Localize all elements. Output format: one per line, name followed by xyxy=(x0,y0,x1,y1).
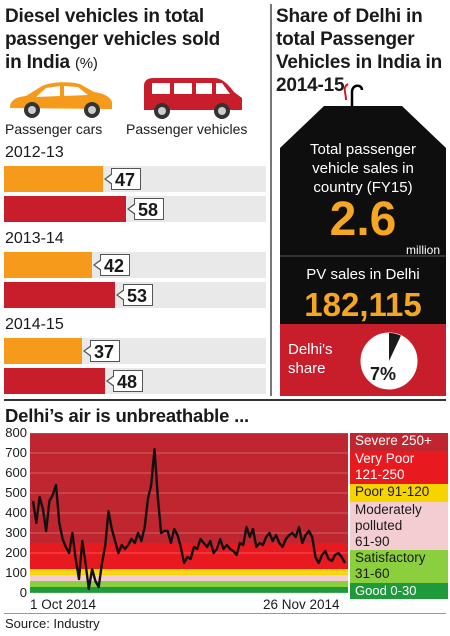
air-quality-plot xyxy=(30,433,348,593)
share-label-line1: Delhi's xyxy=(288,341,333,358)
delhi-sales-value: 182,115 xyxy=(304,286,422,323)
x-end-label: 26 Nov 2014 xyxy=(263,597,340,612)
diesel-title-line2: passenger vehicles sold xyxy=(5,29,221,50)
share-title-line1: Share of Delhi in xyxy=(276,6,423,27)
share-title-line2: total Passenger xyxy=(276,29,415,50)
share-title: Share of Delhi in total Passenger Vehicl… xyxy=(276,5,448,97)
pin-hook-icon xyxy=(343,83,364,108)
bar-value-label: 47 xyxy=(103,168,142,190)
legend-satisfactory-text: Satisfactory xyxy=(355,550,426,565)
band-good xyxy=(30,587,348,593)
y-tick-label: 800 xyxy=(5,425,27,440)
y-tick-label: 400 xyxy=(5,505,27,520)
legend-vehicles-label: Passenger vehicles xyxy=(126,121,248,137)
y-tick-label: 500 xyxy=(5,485,27,500)
passenger-car-icon xyxy=(10,82,112,118)
y-tick-label: 100 xyxy=(5,565,27,580)
legend-satisfactory-range: 31-60 xyxy=(355,566,390,581)
share-panel-shape xyxy=(280,106,446,396)
legend-satisfactory: Satisfactory 31-60 xyxy=(350,550,448,583)
legend-moderate-text: Moderately xyxy=(355,502,422,517)
band-satisfactory xyxy=(30,581,348,587)
share-label-line2: share xyxy=(288,360,326,377)
legend-moderate: Moderately polluted 61-90 xyxy=(350,502,448,550)
diesel-title-line1: Diesel vehicles in total xyxy=(5,6,205,27)
legend-very-poor: Very Poor 121-250 xyxy=(350,451,448,484)
total-label-line1: Total passenger xyxy=(310,141,416,158)
bar-passenger-cars xyxy=(4,338,82,364)
aqi-legend: Severe 250+ Very Poor 121-250 Poor 91-12… xyxy=(350,433,448,599)
diesel-title: Diesel vehicles in total passenger vehic… xyxy=(5,5,270,75)
legend-good: Good 0-30 xyxy=(350,583,448,599)
gridlines xyxy=(30,433,348,593)
year-label: 2013-14 xyxy=(5,230,64,247)
band-poor xyxy=(30,569,348,575)
band-moderate xyxy=(30,575,348,581)
total-sales-value: 2.6 xyxy=(329,193,397,246)
air-chart-title: Delhi’s air is unbreathable ... xyxy=(5,405,249,426)
delhi-share-pie xyxy=(360,332,418,390)
legend-poor-text: Poor 91-120 xyxy=(355,484,430,499)
source-note: Source: Industry xyxy=(5,616,100,631)
section-rule xyxy=(4,399,446,401)
bar-value-label: 37 xyxy=(82,340,121,362)
year-label: 2012-13 xyxy=(5,144,64,161)
total-label-line3: country (FY15) xyxy=(313,179,413,196)
share-title-line4: 2014-15 xyxy=(276,75,345,96)
x-start-label: 1 Oct 2014 xyxy=(30,597,97,612)
bar-passenger-cars xyxy=(4,252,92,278)
y-tick-label: 600 xyxy=(5,465,27,480)
delhi-share-value: 7% xyxy=(370,364,397,384)
delhi-share-slice xyxy=(389,333,401,361)
bar-value-label: 58 xyxy=(126,198,165,220)
diesel-title-line3: in India xyxy=(5,52,70,73)
y-tick-label: 200 xyxy=(5,545,27,560)
total-label-line2: vehicle sales in xyxy=(312,160,414,177)
bar-value-label: 48 xyxy=(105,370,144,392)
legend-very-poor-text: Very Poor xyxy=(355,451,415,466)
legend-good-text: Good 0-30 xyxy=(355,583,417,598)
legend-poor: Poor 91-120 xyxy=(350,484,448,502)
y-tick-label: 0 xyxy=(19,585,27,600)
diesel-title-unit: (%) xyxy=(75,55,98,72)
share-title-line3: Vehicles in India in xyxy=(276,52,442,73)
legend-very-poor-range: 121-250 xyxy=(355,467,405,482)
delhi-share-label: Delhi's share xyxy=(288,340,333,378)
legend-moderate-range: 61-90 xyxy=(355,534,390,549)
bar-passenger-vehicles xyxy=(4,196,126,222)
bar-value-label: 42 xyxy=(92,254,131,276)
legend-severe: Severe 250+ xyxy=(350,433,448,451)
legend-moderate-text2: polluted xyxy=(355,518,403,533)
passenger-vehicle-icon xyxy=(144,78,242,119)
delhi-sales-label: PV sales in Delhi xyxy=(306,266,420,283)
total-sales-unit: million xyxy=(405,243,440,257)
y-tick-label: 700 xyxy=(5,445,27,460)
y-tick-label: 300 xyxy=(5,525,27,540)
bar-passenger-vehicles xyxy=(4,368,105,394)
legend-severe-text: Severe 250+ xyxy=(355,433,432,448)
bar-passenger-cars xyxy=(4,166,103,192)
legend-cars-label: Passenger cars xyxy=(5,121,103,137)
bar-value-label: 53 xyxy=(115,284,154,306)
footer-rule xyxy=(4,613,446,614)
total-sales-label: Total passenger vehicle sales in country… xyxy=(280,140,446,197)
year-label: 2014-15 xyxy=(5,316,64,333)
panel-divider xyxy=(270,4,272,396)
aqi-line xyxy=(31,447,347,591)
bar-passenger-vehicles xyxy=(4,282,115,308)
